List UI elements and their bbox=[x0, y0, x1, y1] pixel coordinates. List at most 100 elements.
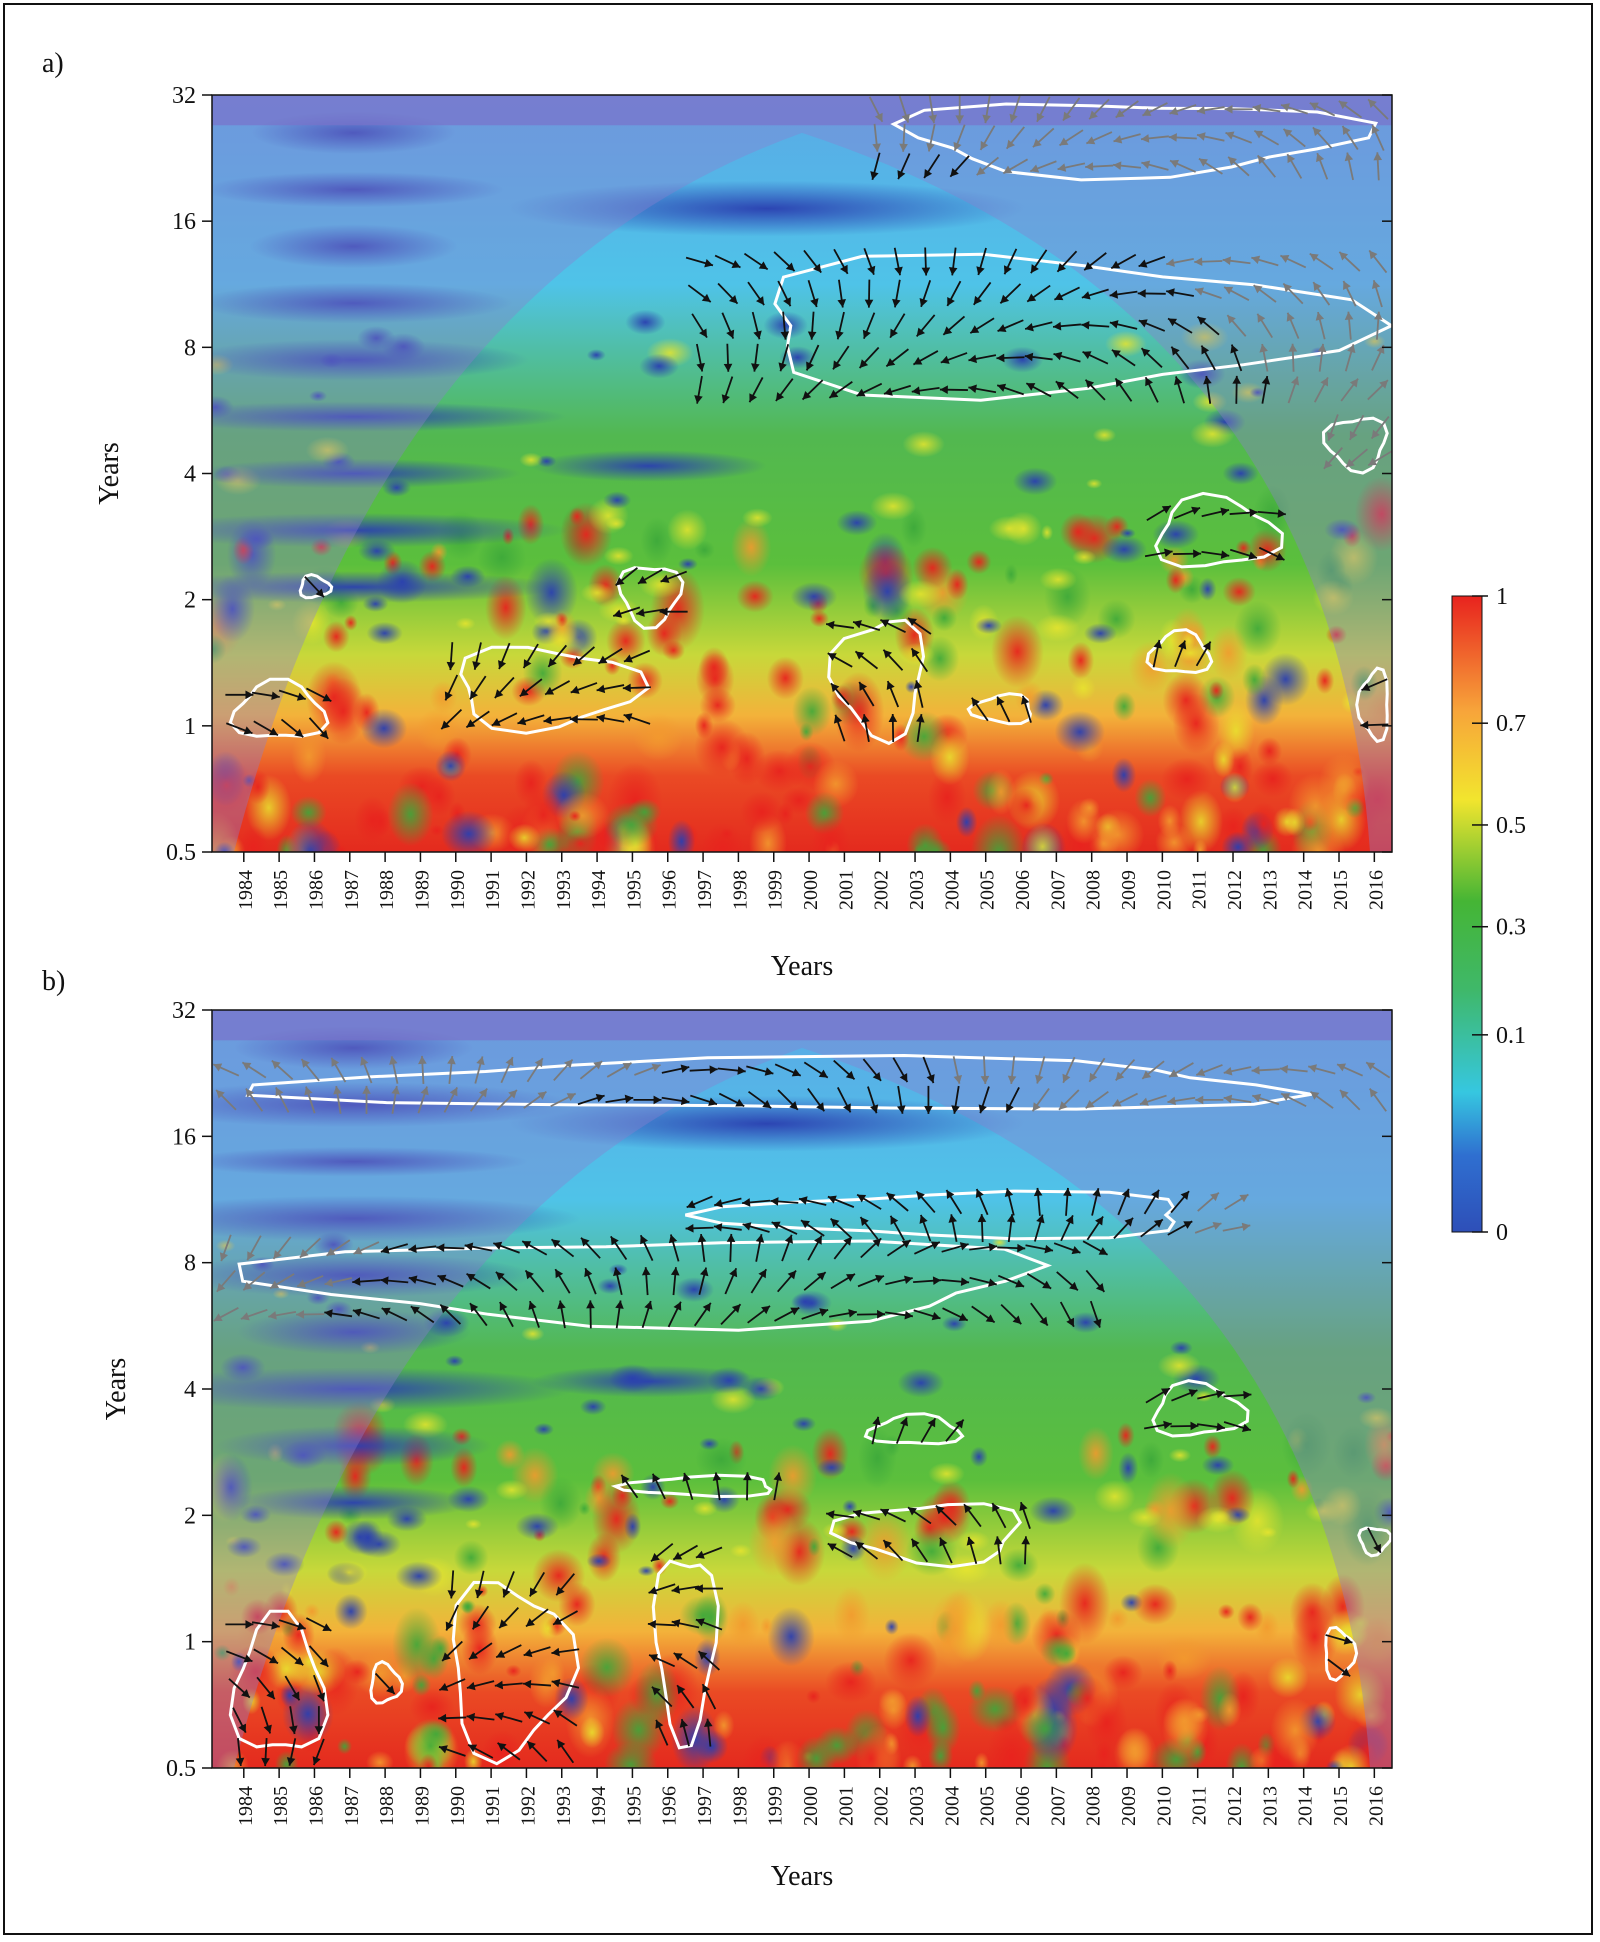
phase-arrow bbox=[690, 1094, 718, 1106]
phase-arrow bbox=[641, 1267, 651, 1296]
phase-arrow bbox=[1222, 1222, 1251, 1232]
phase-arrow bbox=[235, 1738, 245, 1767]
phase-arrow bbox=[502, 1571, 515, 1598]
phase-arrow bbox=[438, 1713, 467, 1723]
phase-arrow bbox=[694, 1584, 723, 1593]
x-tick-label: 1989 bbox=[411, 870, 433, 910]
phase-arrow bbox=[777, 1089, 799, 1111]
phase-arrow bbox=[494, 1680, 523, 1690]
phase-arrow bbox=[928, 95, 938, 124]
phase-arrow bbox=[1226, 314, 1247, 337]
phase-arrow bbox=[579, 1060, 603, 1080]
phase-arrow bbox=[543, 715, 572, 725]
phase-arrow bbox=[471, 1605, 490, 1630]
phase-arrow bbox=[1338, 251, 1361, 272]
phase-arrow bbox=[597, 647, 623, 665]
phase-arrow bbox=[1279, 1065, 1308, 1074]
phase-arrow bbox=[1223, 1094, 1252, 1104]
phase-arrow bbox=[807, 279, 819, 308]
significance-region bbox=[237, 1239, 1053, 1332]
phase-arrow bbox=[289, 1706, 298, 1735]
cone-of-influence bbox=[212, 95, 1392, 852]
phase-arrow bbox=[469, 675, 487, 700]
phase-arrow bbox=[672, 1544, 698, 1561]
phase-arrow bbox=[1287, 376, 1300, 404]
phase-arrow bbox=[523, 1711, 551, 1725]
phase-arrow bbox=[1085, 162, 1114, 171]
x-tick-label: 2001 bbox=[835, 1786, 857, 1826]
phase-arrow bbox=[1109, 320, 1138, 330]
phase-arrow bbox=[1341, 125, 1359, 151]
phase-arrow bbox=[275, 1087, 290, 1113]
phase-arrow bbox=[225, 690, 254, 700]
phase-arrow bbox=[494, 676, 515, 699]
phase-arrow bbox=[1194, 257, 1223, 267]
phase-arrow bbox=[1288, 343, 1298, 372]
y-tick-label: 1 bbox=[184, 1630, 196, 1656]
phase-arrow bbox=[858, 346, 880, 369]
phase-arrow bbox=[870, 152, 881, 181]
phase-arrow bbox=[634, 1063, 661, 1076]
phase-arrow bbox=[695, 1546, 723, 1559]
phase-arrow bbox=[997, 319, 1024, 333]
x-tick-label: 2007 bbox=[1047, 1786, 1069, 1826]
phase-arrow bbox=[966, 1536, 978, 1565]
phase-arrow bbox=[833, 248, 849, 275]
phase-arrow bbox=[751, 343, 760, 372]
phase-arrow bbox=[216, 1269, 236, 1293]
phase-arrow bbox=[862, 312, 876, 339]
phase-arrow bbox=[1338, 100, 1363, 119]
phase-arrow bbox=[1088, 98, 1110, 120]
phase-arrow bbox=[1367, 1527, 1382, 1554]
phase-arrow bbox=[498, 1606, 519, 1629]
phase-arrow bbox=[525, 1608, 549, 1628]
phase-arrow bbox=[945, 1189, 963, 1215]
phase-arrow bbox=[1144, 376, 1159, 403]
phase-arrow bbox=[1258, 546, 1285, 561]
phase-arrow bbox=[1196, 105, 1225, 115]
phase-arrow bbox=[1200, 345, 1216, 371]
phase-arrow bbox=[213, 1306, 239, 1322]
phase-arrow bbox=[800, 1219, 825, 1237]
x-tick-label: 1991 bbox=[482, 870, 504, 910]
y-tick-label: 8 bbox=[184, 1251, 196, 1277]
phase-arrow bbox=[268, 1311, 297, 1320]
phase-arrow bbox=[464, 1242, 493, 1252]
phase-arrow bbox=[1196, 1422, 1225, 1432]
y-tick-label: 0.5 bbox=[166, 840, 196, 866]
phase-arrow bbox=[1144, 548, 1173, 558]
phase-arrow bbox=[623, 713, 651, 725]
phase-arrow bbox=[868, 96, 884, 123]
phase-arrow bbox=[670, 1267, 680, 1296]
phase-arrow bbox=[1024, 321, 1053, 332]
phase-arrow bbox=[1196, 132, 1225, 142]
phase-arrow bbox=[1261, 375, 1271, 404]
phase-arrow bbox=[854, 1540, 879, 1560]
phase-arrow bbox=[472, 642, 482, 670]
phase-arrow bbox=[1253, 129, 1280, 146]
phase-arrow bbox=[1286, 153, 1303, 179]
phase-arrow bbox=[1091, 1188, 1101, 1216]
phase-arrow bbox=[352, 1277, 381, 1286]
phase-arrow bbox=[441, 1640, 463, 1662]
x-tick-label: 1996 bbox=[659, 1786, 681, 1826]
phase-arrow bbox=[888, 713, 898, 743]
phase-arrow bbox=[975, 1188, 989, 1216]
phase-arrow bbox=[553, 1058, 574, 1081]
x-tick-label: 1986 bbox=[305, 870, 327, 910]
significance-region bbox=[966, 692, 1032, 726]
phase-arrow bbox=[495, 1644, 522, 1659]
x-tick-label: 1985 bbox=[270, 870, 292, 910]
phase-arrow bbox=[1081, 288, 1109, 300]
phase-arrow bbox=[1113, 161, 1142, 170]
phase-arrow bbox=[639, 1234, 654, 1262]
x-tick-label: 2005 bbox=[977, 870, 999, 910]
phase-arrow bbox=[466, 1680, 495, 1691]
phase-arrow bbox=[803, 1271, 827, 1291]
phase-arrow bbox=[596, 714, 625, 723]
phase-arrow bbox=[747, 1305, 771, 1324]
phase-arrow bbox=[1146, 505, 1172, 522]
phase-arrow bbox=[1229, 548, 1258, 560]
phase-arrow bbox=[885, 348, 909, 368]
phase-arrow bbox=[615, 567, 638, 587]
